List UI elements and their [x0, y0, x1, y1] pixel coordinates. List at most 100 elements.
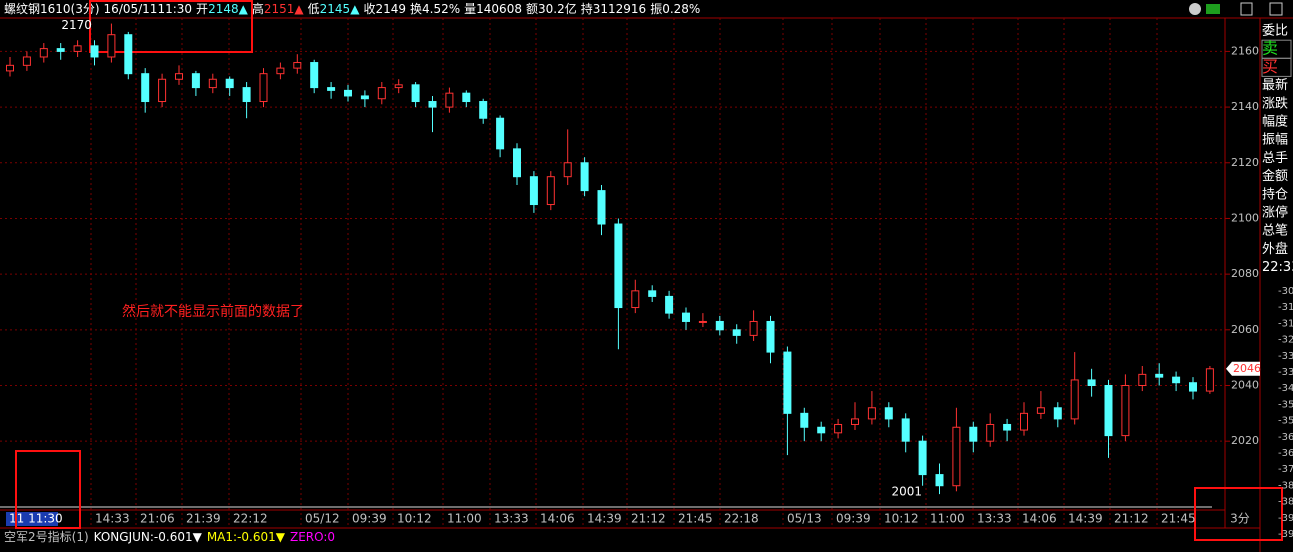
- icon[interactable]: [1240, 2, 1253, 16]
- candle-body: [546, 176, 555, 206]
- candle-body: [428, 101, 437, 108]
- header-label: 16/05/11: [104, 2, 158, 16]
- header-value: 3112916: [593, 2, 646, 16]
- candle-body: [1121, 385, 1130, 437]
- candle-body: [141, 73, 150, 103]
- x-tick-label: 09:39: [352, 512, 387, 526]
- y-tick-label: 2060: [1231, 323, 1259, 336]
- candle-body: [360, 95, 369, 100]
- candle-body: [496, 117, 505, 150]
- candle-body: [208, 78, 217, 89]
- candle-body: [445, 92, 454, 108]
- header-value: 4.52%: [422, 2, 460, 16]
- x-tick-label: 21:12: [1114, 512, 1149, 526]
- order-box: [1261, 57, 1292, 77]
- side-label: 卖: [1262, 39, 1278, 58]
- side-label: 涨跌: [1262, 95, 1288, 111]
- side-tick: -33: [1278, 351, 1293, 362]
- header-value: (3分): [71, 2, 100, 16]
- candle-body: [158, 78, 167, 103]
- period-label[interactable]: 3分: [1230, 512, 1250, 526]
- side-label: 总笔: [1262, 223, 1288, 239]
- x-tick-label: 10:12: [397, 512, 432, 526]
- candle-body: [191, 73, 200, 89]
- y-tick-label: 2020: [1231, 434, 1259, 447]
- icon[interactable]: [1189, 3, 1201, 15]
- side-tick: -36: [1278, 448, 1293, 459]
- side-tick: -34: [1278, 383, 1293, 394]
- indicator-bar: 空军2号指标(1) KONGJUN:-0.601▼ MA1:-0.601▼ ZERO:…: [4, 529, 335, 544]
- icon[interactable]: [1269, 2, 1283, 16]
- side-label: 幅度: [1262, 114, 1288, 130]
- header-label: 换: [410, 2, 422, 16]
- last-price: 2046: [1233, 362, 1261, 375]
- candle-body: [851, 418, 859, 425]
- candle-body: [1070, 379, 1079, 420]
- candle-body: [377, 87, 386, 100]
- candle-body: [563, 162, 572, 178]
- x-tick-label: 21:06: [140, 512, 175, 526]
- candle-body: [529, 176, 538, 206]
- side-tick: -38: [1278, 497, 1293, 508]
- candle-body: [1155, 373, 1164, 378]
- candle-body: [327, 87, 336, 91]
- candle-body: [124, 34, 133, 75]
- candle-body: [1138, 373, 1147, 387]
- x-tick-label: 21:45: [678, 512, 713, 526]
- side-label: 外盘: [1262, 241, 1288, 257]
- side-label: 委比: [1262, 24, 1288, 39]
- header-label: 量: [464, 2, 476, 16]
- side-tick: -36: [1278, 432, 1293, 443]
- candle-body: [225, 78, 234, 89]
- candle-body: [817, 426, 826, 434]
- header-value: 2151▲: [264, 2, 305, 16]
- side-tick: -39: [1278, 529, 1293, 540]
- side-tick: -30: [1278, 286, 1293, 297]
- x-tick-label: 11:00: [447, 512, 482, 526]
- side-tick: -38: [1278, 480, 1293, 491]
- candle-body: [56, 48, 65, 52]
- candle-body: [935, 474, 944, 487]
- candle-body: [1020, 412, 1028, 431]
- side-tick: -35: [1278, 399, 1293, 410]
- candle-body: [22, 56, 31, 66]
- header-value: 140608: [476, 2, 522, 16]
- highlight-box: [15, 450, 81, 529]
- x-tick-label: 05/12: [305, 512, 340, 526]
- candle-body: [800, 412, 809, 428]
- x-tick-label: 05/13: [787, 512, 822, 526]
- candle-body: [901, 418, 910, 442]
- header-label: 收: [363, 2, 375, 16]
- header-value: 0.28%: [662, 2, 700, 16]
- y-tick-label: 2120: [1231, 156, 1259, 169]
- candle-body: [614, 223, 623, 309]
- y-tick-label: 2100: [1231, 211, 1259, 224]
- highlight-box: [89, 0, 253, 53]
- indicator-value: MA1:-0.601▼: [207, 530, 286, 544]
- header-bar: 螺纹钢1610(3分) 16/05/1111:30 开2148▲ 高2151▲ 低214…: [4, 1, 700, 16]
- side-label: 22:33: [1262, 260, 1293, 275]
- candle-body: [6, 64, 14, 72]
- candle-body: [293, 62, 302, 69]
- icon[interactable]: [1206, 4, 1220, 14]
- candle-body: [1205, 368, 1214, 392]
- candle-body: [175, 73, 183, 80]
- y-tick-label: 2040: [1231, 379, 1259, 392]
- x-tick-label: 13:33: [977, 512, 1012, 526]
- highlight-box: [1194, 487, 1283, 541]
- candle-body: [732, 329, 741, 336]
- candle-body: [969, 426, 978, 442]
- side-label: 最新: [1262, 77, 1288, 93]
- candle-body: [1036, 407, 1045, 414]
- candle-body: [411, 84, 420, 103]
- candle-body: [1087, 379, 1096, 387]
- candle-body: [698, 320, 707, 323]
- header-label: 额: [526, 2, 538, 16]
- x-tick-label: 21:45: [1161, 512, 1196, 526]
- candle-body: [648, 290, 657, 297]
- candle-body: [597, 190, 606, 225]
- x-tick-label: 21:39: [186, 512, 221, 526]
- candle-body: [715, 320, 724, 331]
